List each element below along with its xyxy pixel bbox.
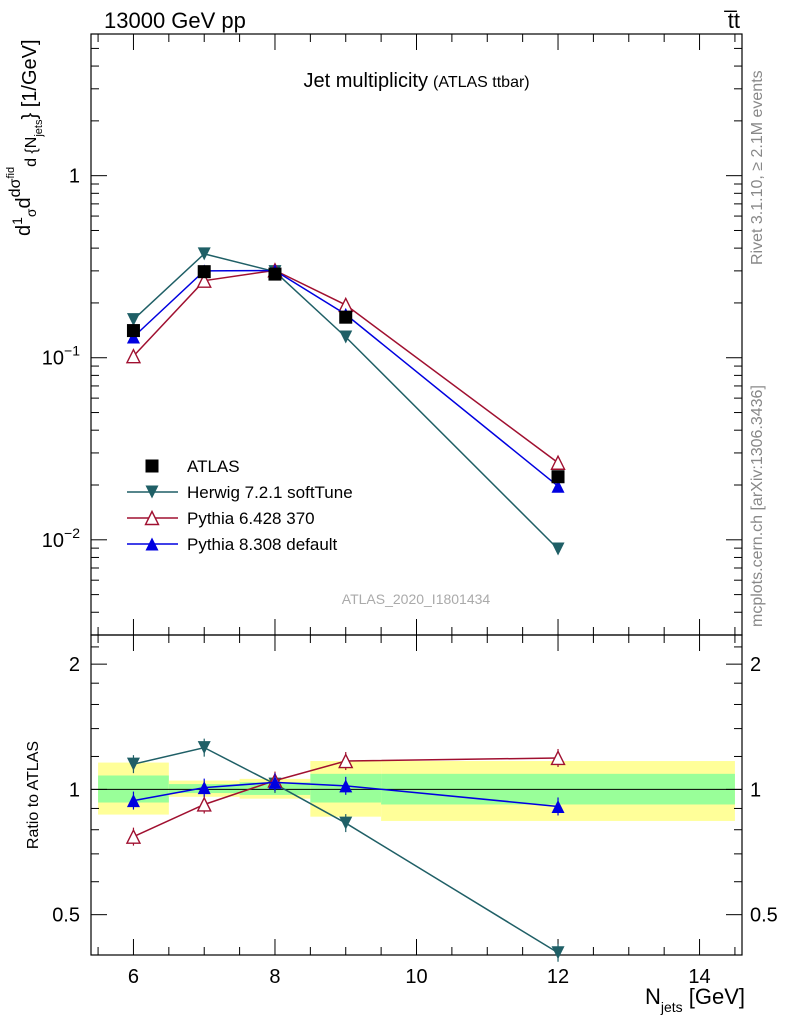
data-point-herwig-7-2-1-softtune — [339, 330, 353, 344]
legend-label: ATLAS — [187, 457, 240, 476]
x-tick-label: 10 — [405, 966, 427, 988]
legend-marker-pythia-6-428-370 — [144, 509, 160, 526]
ratio-y-tick-label: 0.5 — [52, 905, 80, 927]
main-plot-panel: Jet multiplicity (ATLAS ttbar) ATLAS_202… — [42, 33, 743, 636]
ratio-point-herwig-7-2-1-softtune — [197, 741, 211, 755]
ratio-y-tick-label-right: 2 — [750, 654, 761, 676]
legend-marker-pythia-8-308-default — [145, 537, 159, 551]
plot-subtitle: (ATLAS ttbar) — [433, 74, 530, 91]
ratio-point-pythia-8-308-default — [339, 779, 353, 793]
data-point-atlas — [268, 267, 282, 281]
ratio-point-pythia-6-428-370 — [196, 796, 212, 812]
ratio-y-tick-label: 2 — [69, 654, 80, 676]
legend-marker-atlas — [145, 459, 159, 473]
analysis-label: ATLAS_2020_I1801434 — [342, 591, 491, 607]
x-tick-label: 12 — [547, 966, 569, 988]
data-point-atlas — [197, 265, 211, 279]
y-axis-label: d1σddσfidd {Njets} [1/GeV] — [5, 39, 45, 236]
data-point-pythia-6-428-370 — [550, 454, 566, 470]
ratio-y-axis-label: Ratio to ATLAS — [25, 741, 42, 849]
data-point-pythia-6-428-370 — [125, 348, 142, 364]
main-y-tick-label: 10−2 — [42, 525, 80, 552]
legend-label: Pythia 8.308 default — [187, 535, 338, 554]
data-point-atlas — [551, 470, 565, 484]
data-point-herwig-7-2-1-softtune — [197, 247, 211, 261]
plot-title: Jet multiplicity — [304, 70, 428, 92]
ratio-point-pythia-8-308-default — [551, 799, 565, 813]
y-axis-label-text: d1σddσfidd {Njets} [1/GeV] — [5, 39, 45, 236]
data-point-pythia-6-428-370 — [196, 272, 212, 288]
ratio-y-tick-label-right: 1 — [750, 779, 761, 801]
data-point-atlas — [126, 324, 140, 338]
data-point-atlas — [339, 310, 353, 324]
legend: ATLAS Herwig 7.2.1 softTune Pythia 6.428 3… — [127, 457, 353, 554]
data-point-pythia-8-308-default — [551, 479, 565, 493]
ratio-point-herwig-7-2-1-softtune — [126, 757, 140, 771]
mcplots-label: mcplots.cern.ch [arXiv:1306.3436] — [749, 385, 766, 627]
ratio-plot-panel: 0.5 0.51 12 2 6 8 10 12 14 Ratio to ATLAS — [25, 634, 778, 988]
header-process-label: t̅t — [724, 8, 740, 33]
data-point-herwig-7-2-1-softtune — [551, 542, 565, 556]
main-y-tick-label: 10−1 — [42, 343, 80, 370]
ratio-point-pythia-6-428-370 — [338, 752, 354, 769]
ratio-point-herwig-7-2-1-softtune — [551, 946, 565, 960]
header-energy-label: 13000 GeV pp — [104, 8, 246, 33]
main-y-tick-label: 1 — [69, 166, 80, 188]
ratio-point-pythia-8-308-default — [268, 775, 282, 789]
legend-label: Pythia 6.428 370 — [187, 509, 315, 528]
x-tick-label: 6 — [128, 966, 139, 988]
ratio-y-tick-label-right: 0.5 — [750, 905, 778, 927]
rivet-version-label: Rivet 3.1.10, ≥ 2.1M events — [749, 70, 766, 265]
data-point-herwig-7-2-1-softtune — [126, 313, 140, 327]
x-tick-label: 14 — [688, 966, 710, 988]
x-tick-label: 8 — [269, 966, 280, 988]
ratio-point-herwig-7-2-1-softtune — [339, 816, 353, 830]
legend-label: Herwig 7.2.1 softTune — [187, 483, 353, 502]
ratio-y-tick-label: 1 — [69, 779, 80, 801]
ratio-point-pythia-6-428-370 — [550, 749, 566, 766]
legend-marker-herwig-7-2-1-softtune — [145, 485, 159, 499]
ratio-point-pythia-8-308-default — [197, 781, 211, 795]
x-axis-label: Njets [GeV] — [645, 984, 745, 1015]
ratio-point-pythia-8-308-default — [126, 794, 140, 808]
ratio-point-pythia-6-428-370 — [125, 828, 142, 844]
